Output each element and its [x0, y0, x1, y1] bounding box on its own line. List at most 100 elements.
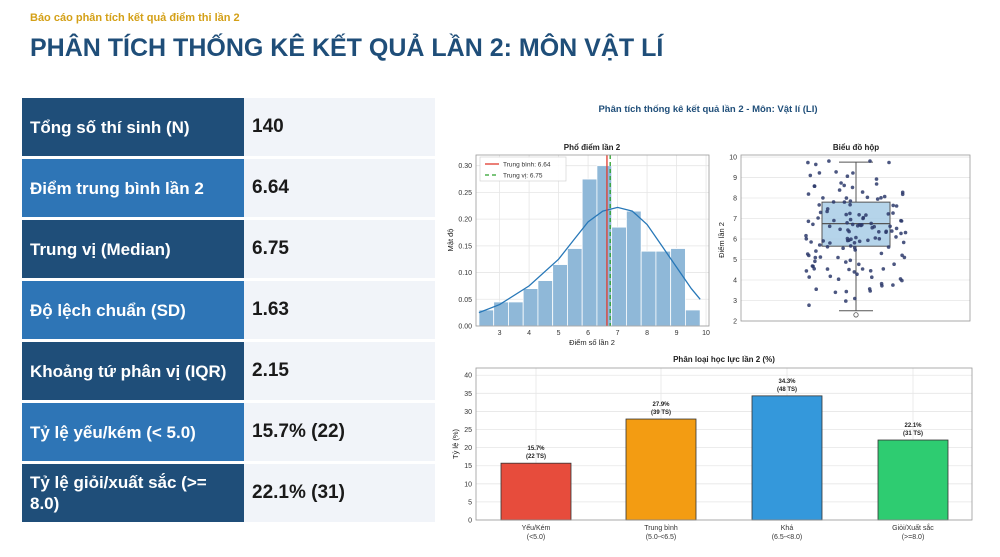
hist-tick-labels: 3 4 5 6 7 8 9 10 0.00 0.05 0.10 0.15 0.20 0.25 0.30: [458, 163, 710, 337]
box-point: [848, 217, 853, 222]
box-point: [807, 275, 811, 279]
box-point: [845, 174, 850, 178]
box-point: [850, 185, 855, 190]
box-point: [864, 213, 868, 217]
hist-y-tick-label: 0.30: [458, 163, 472, 170]
hist-x-tick-label: 4: [527, 330, 531, 337]
report-kicker: Báo cáo phân tích kết quả điểm thi lần 2: [30, 12, 240, 24]
box-point: [892, 262, 896, 267]
box-y-tick-label: 5: [733, 257, 737, 264]
bar-y-tick-label: 30: [464, 409, 472, 416]
hist-xlabel: Điểm số lần 2: [569, 338, 615, 347]
hist-x-tick-label: 3: [498, 330, 502, 337]
box-point: [806, 219, 811, 224]
box-point: [827, 224, 832, 229]
bar-2: [751, 395, 823, 521]
box-point: [899, 218, 903, 223]
box-point: [852, 241, 857, 245]
bar-category-range: (6.5-<8.0): [772, 534, 803, 541]
box-point: [900, 253, 904, 258]
box-point: [845, 221, 849, 225]
bar-0: [500, 462, 572, 521]
box-point: [805, 252, 810, 256]
box-point: [860, 267, 865, 271]
bar-frame: [475, 367, 973, 521]
hist-x-tick-label: 6: [586, 330, 590, 337]
box-point: [839, 181, 843, 185]
box-point: [837, 188, 842, 192]
hist-bar: [640, 250, 657, 327]
stat-row-sd: Độ lệch chuẩn (SD) 1.63: [22, 281, 435, 339]
bar-y-tick-label: 5: [468, 499, 472, 506]
box-point: [844, 289, 849, 294]
box-ylabel: Điểm lần 2: [717, 222, 726, 258]
box-y-tick-label: 6: [733, 237, 737, 244]
legend-mean-label: Trung bình: 6.64: [503, 162, 551, 169]
box-point: [841, 246, 845, 250]
bar-y-tick-label: 15: [464, 463, 472, 470]
bar-count-label: (22 TS): [526, 454, 546, 460]
hist-y-tick-label: 0.05: [458, 297, 472, 304]
box-point: [842, 183, 846, 188]
box-y-tick-label: 3: [733, 298, 737, 305]
bar-y-tick-label: 10: [464, 481, 472, 488]
box-point: [865, 195, 870, 200]
box-point: [854, 235, 858, 240]
stat-label: Độ lệch chuẩn (SD): [22, 281, 244, 339]
box-point: [868, 269, 873, 273]
box-y-tick-label: 8: [733, 196, 737, 203]
box-title: Biểu đồ hộp: [833, 143, 879, 152]
hist-legend: Trung bình: 6.64 Trung vị: 6.75: [479, 156, 567, 182]
stat-row-weak-rate: Tỷ lệ yếu/kém (< 5.0) 15.7% (22): [22, 403, 435, 461]
box-point: [869, 221, 873, 226]
box-point: [804, 237, 809, 241]
box-points: [804, 159, 908, 308]
box-point: [884, 229, 888, 234]
bar-value-label: 22.1%: [904, 423, 922, 429]
bar-value-label: 27.9%: [652, 402, 670, 408]
box-point: [817, 203, 821, 207]
box-point: [899, 231, 903, 236]
box-point: [875, 197, 880, 201]
box-point: [825, 267, 830, 271]
box-point: [844, 260, 848, 264]
bar-1: [625, 418, 697, 521]
hist-x-tick-label: 9: [675, 330, 679, 337]
hist-x-tick-label: 5: [557, 330, 561, 337]
box-point: [857, 223, 862, 227]
box-y-tick-label: 2: [733, 319, 737, 326]
stat-label: Tổng số thí sinh (N): [22, 98, 244, 156]
box-point: [894, 235, 898, 239]
box-point: [846, 228, 850, 232]
box-point: [887, 160, 891, 165]
box-point: [861, 216, 865, 221]
box-point: [894, 226, 899, 231]
bar-y-tick-label: 25: [464, 427, 472, 434]
stats-table: Tổng số thí sinh (N) 140 Điểm trung bình…: [22, 95, 435, 525]
bar-bars: 15.7% (22 TS) 27.9% (39 TS) 34.3% (48 TS) 22.1…: [500, 379, 949, 521]
bar-category-label: Giỏi/Xuất sắc: [892, 523, 934, 532]
box-point: [853, 248, 857, 252]
stat-row-iqr: Khoảng tứ phân vị (IQR) 2.15: [22, 342, 435, 400]
box-point: [879, 251, 884, 256]
bar-category-label: Trung bình: [644, 525, 678, 532]
box-point: [890, 229, 894, 233]
hist-ylabel: Mật độ: [446, 229, 455, 252]
stat-value: 2.15: [244, 342, 435, 400]
box-point: [894, 204, 899, 208]
box-point: [891, 203, 895, 208]
box-point: [825, 207, 830, 211]
stat-label: Tỷ lệ yếu/kém (< 5.0): [22, 403, 244, 461]
stat-value: 22.1% (31): [244, 464, 435, 522]
legend-median-label: Trung vị: 6.75: [503, 173, 543, 180]
hist-bar: [611, 226, 627, 327]
hist-bar: [537, 280, 554, 327]
box-point: [807, 303, 811, 308]
box-point: [886, 212, 891, 216]
box-point: [847, 267, 851, 272]
hist-y-tick-label: 0.10: [458, 270, 472, 277]
box-point: [811, 222, 815, 227]
box-point: [831, 200, 836, 204]
box-point: [832, 218, 836, 223]
box-point: [844, 299, 848, 303]
